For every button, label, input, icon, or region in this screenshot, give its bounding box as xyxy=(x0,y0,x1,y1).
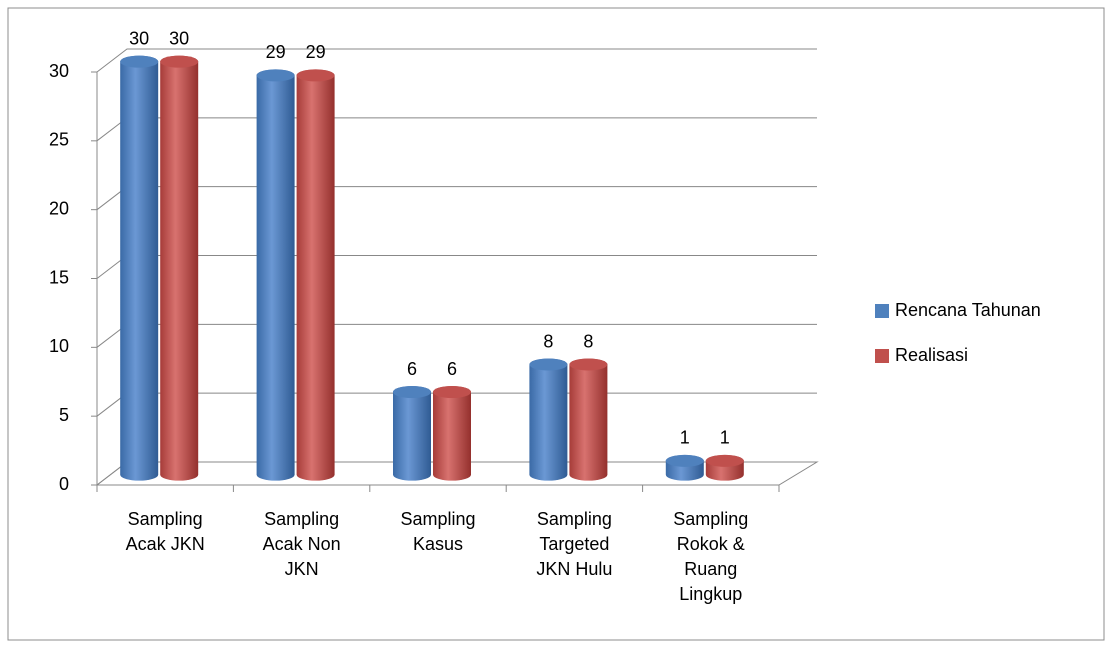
value-label: 29 xyxy=(306,42,326,62)
grid-line xyxy=(96,255,817,279)
legend-label: Realisasi xyxy=(895,345,968,365)
bar xyxy=(393,386,431,481)
value-label: 29 xyxy=(266,42,286,62)
bar-top xyxy=(529,358,568,371)
grid-line xyxy=(96,323,817,348)
value-label: 6 xyxy=(407,359,417,379)
value-label: 8 xyxy=(543,331,553,351)
bar xyxy=(433,386,471,481)
bar-top xyxy=(296,69,335,82)
value-label: 1 xyxy=(720,428,730,448)
y-tick-label: 20 xyxy=(49,198,69,218)
y-tick-label: 30 xyxy=(49,61,69,81)
y-tick-label: 25 xyxy=(49,130,69,150)
bar-top xyxy=(120,55,159,68)
value-label: 6 xyxy=(447,359,457,379)
bar-top xyxy=(433,386,471,399)
bar-top xyxy=(160,55,199,68)
x-tick-label: Sampling Targeted JKN Hulu xyxy=(536,509,613,579)
bar-top xyxy=(256,69,295,82)
y-tick-label: 15 xyxy=(49,267,69,287)
grid-line xyxy=(96,48,817,73)
grid-line xyxy=(96,186,817,211)
bar xyxy=(569,358,608,481)
value-label: 30 xyxy=(169,28,189,48)
x-tick-label: Sampling Acak Non JKN xyxy=(262,509,341,579)
x-tick-label: Sampling Rokok & Ruang Lingkup xyxy=(673,509,749,604)
legend-swatch xyxy=(875,349,889,363)
x-tick-label: Sampling Kasus xyxy=(400,509,476,554)
y-tick-label: 5 xyxy=(59,405,69,425)
legend-swatch xyxy=(875,304,889,318)
bar-top xyxy=(393,386,431,399)
bar xyxy=(120,55,159,481)
frame xyxy=(7,7,1105,641)
bar xyxy=(256,69,295,481)
x-tick-label: Sampling Acak JKN xyxy=(125,509,205,554)
value-label: 30 xyxy=(129,28,149,48)
grid-line xyxy=(96,117,817,142)
legend-label: Rencana Tahunan xyxy=(895,300,1041,320)
bar xyxy=(160,55,199,481)
value-label: 8 xyxy=(583,331,593,351)
y-tick-label: 0 xyxy=(59,474,69,494)
bar-top xyxy=(665,454,704,467)
bar-top xyxy=(569,358,608,371)
value-label: 1 xyxy=(680,428,690,448)
bar xyxy=(529,358,568,481)
bar-top xyxy=(705,454,744,467)
y-tick-label: 10 xyxy=(49,336,69,356)
bar xyxy=(296,69,335,481)
